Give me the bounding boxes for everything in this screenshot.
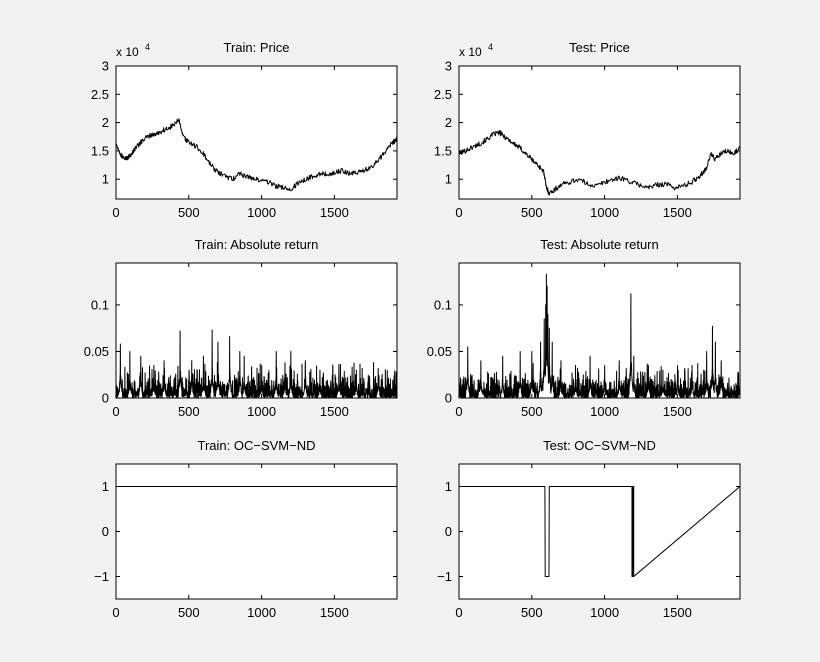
x-tick-label: 500 <box>521 404 543 419</box>
y-tick-label: 1.5 <box>91 143 109 158</box>
x-tick-label: 0 <box>112 404 119 419</box>
x-tick-label: 1500 <box>663 205 692 220</box>
y-tick-label: 3 <box>445 59 452 74</box>
test-ocsvm-panel: Test: OC−SVM−ND 0 500 1000 1500 −1 0 1 <box>437 438 741 620</box>
data-series <box>115 118 398 192</box>
y-tick-label: 2 <box>102 115 109 130</box>
x-tick-label: 500 <box>178 205 200 220</box>
y-tick-label: 0 <box>102 524 109 539</box>
x-tick-label: 0 <box>455 404 462 419</box>
axis-frame <box>115 463 398 600</box>
y-multiplier-exponent: 4 <box>488 42 493 52</box>
y-tick-label: 0.05 <box>427 344 452 359</box>
axis-frame <box>458 65 741 200</box>
y-tick-label: 1.5 <box>434 143 452 158</box>
x-tick-label: 500 <box>521 205 543 220</box>
y-tick-label: 0 <box>445 391 452 406</box>
x-tick-label: 0 <box>455 605 462 620</box>
y-multiplier-exponent: 4 <box>145 42 150 52</box>
y-tick-label: 1 <box>445 479 452 494</box>
x-tick-label: 1500 <box>320 205 349 220</box>
x-tick-label: 500 <box>178 605 200 620</box>
y-tick-label: −1 <box>94 569 109 584</box>
x-tick-label: 1500 <box>320 605 349 620</box>
y-multiplier: x 10 <box>116 45 139 59</box>
axis-frame <box>458 463 741 600</box>
y-tick-label: −1 <box>437 569 452 584</box>
data-series <box>458 130 741 196</box>
x-tick-label: 1000 <box>590 205 619 220</box>
x-tick-label: 1000 <box>247 205 276 220</box>
data-series <box>115 329 398 399</box>
y-tick-label: 0.05 <box>84 344 109 359</box>
x-tick-label: 1500 <box>663 605 692 620</box>
x-tick-label: 0 <box>112 205 119 220</box>
data-series <box>459 486 741 577</box>
data-series <box>458 273 741 399</box>
x-tick-label: 1000 <box>590 404 619 419</box>
train-price-panel: Train: Price 0 500 1000 1500 1 1.5 2 2.5 3 x 10 4 <box>91 40 398 220</box>
x-tick-label: 0 <box>112 605 119 620</box>
x-tick-label: 1500 <box>663 404 692 419</box>
y-tick-label: 0.1 <box>91 297 109 312</box>
chart-title: Test: Absolute return <box>540 237 659 252</box>
y-tick-label: 2 <box>445 115 452 130</box>
x-tick-label: 1000 <box>590 605 619 620</box>
chart-title: Test: Price <box>569 40 630 55</box>
y-tick-label: 0 <box>445 524 452 539</box>
x-tick-label: 1000 <box>247 404 276 419</box>
x-tick-label: 500 <box>178 404 200 419</box>
x-tick-label: 1000 <box>247 605 276 620</box>
y-tick-label: 0 <box>102 391 109 406</box>
train-ocsvm-panel: Train: OC−SVM−ND 0 500 1000 1500 −1 0 1 <box>94 438 398 620</box>
y-tick-label: 1 <box>102 172 109 187</box>
x-tick-label: 1500 <box>320 404 349 419</box>
y-tick-label: 2.5 <box>434 87 452 102</box>
chart-title: Train: Price <box>224 40 290 55</box>
test-abs-return-panel: Test: Absolute return 0 500 1000 1500 0 0.05 0.… <box>427 237 741 419</box>
y-tick-label: 3 <box>102 59 109 74</box>
y-multiplier: x 10 <box>459 45 482 59</box>
y-tick-label: 1 <box>445 172 452 187</box>
chart-title: Train: OC−SVM−ND <box>198 438 316 453</box>
train-abs-return-panel: Train: Absolute return 0 500 1000 1500 0 0.05 0… <box>84 237 398 419</box>
y-tick-label: 1 <box>102 479 109 494</box>
y-tick-label: 0.1 <box>434 297 452 312</box>
chart-title: Train: Absolute return <box>195 237 319 252</box>
x-tick-label: 0 <box>455 205 462 220</box>
test-price-panel: Test: Price 0 500 1000 1500 1 1.5 2 2.5 3 x 10 4 <box>434 40 741 220</box>
chart-title: Test: OC−SVM−ND <box>543 438 656 453</box>
y-tick-label: 2.5 <box>91 87 109 102</box>
x-tick-label: 500 <box>521 605 543 620</box>
